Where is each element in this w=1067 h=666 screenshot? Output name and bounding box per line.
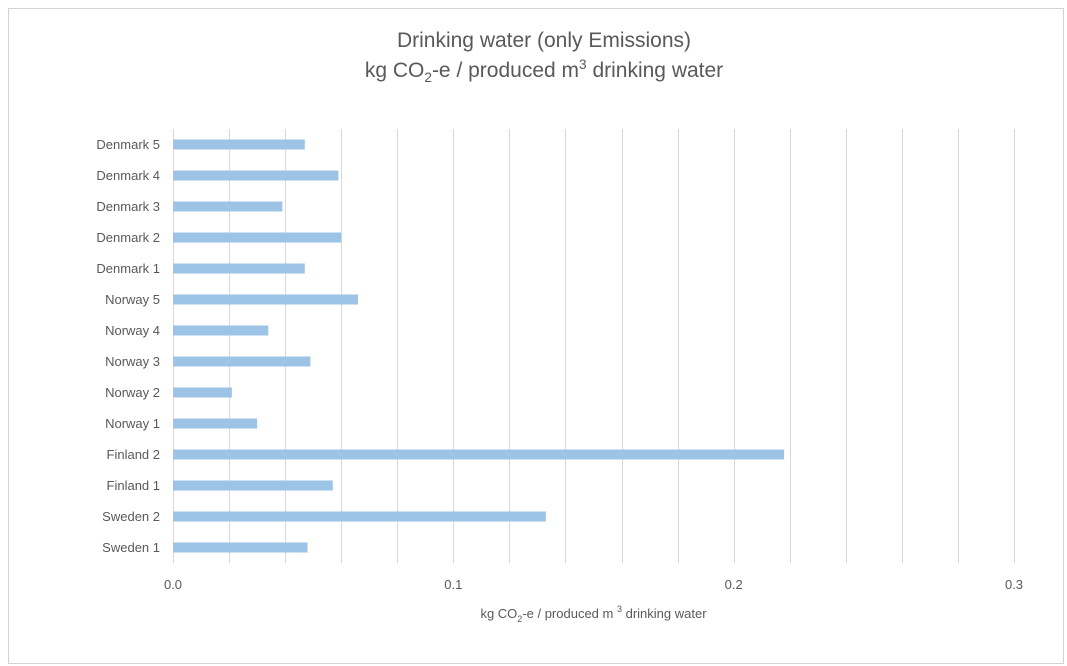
chart-title: Drinking water (only Emissions) kg CO2-e… [0, 26, 1067, 86]
category-label: Norway 2 [105, 385, 160, 400]
category-label: Finland 1 [107, 478, 160, 493]
bar [173, 232, 342, 243]
bar [173, 511, 546, 522]
category-label: Denmark 5 [96, 137, 160, 152]
x-tick-label: 0.1 [444, 577, 462, 592]
bar [173, 542, 308, 553]
category-label: Denmark 3 [96, 199, 160, 214]
category-label: Denmark 1 [96, 261, 160, 276]
category-label: Denmark 4 [96, 168, 160, 183]
bar [173, 201, 283, 212]
x-tick-label: 0.3 [1005, 577, 1023, 592]
bar [173, 170, 339, 181]
bar [173, 294, 359, 305]
chart-title-line2: kg CO2-e / produced m3 drinking water [364, 57, 724, 86]
bar [173, 480, 333, 491]
chart-title-line1: Drinking water (only Emissions) [396, 29, 692, 52]
bar [173, 356, 311, 367]
category-label: Norway 4 [105, 323, 160, 338]
x-axis-title: kg CO2-e / produced m 3 drinking water [480, 604, 707, 624]
bar [173, 325, 269, 336]
category-label: Norway 5 [105, 292, 160, 307]
chart-frame [8, 8, 1064, 664]
category-label: Norway 1 [105, 416, 160, 431]
bar [173, 387, 232, 398]
category-label: Finland 2 [107, 447, 160, 462]
bar [173, 139, 305, 150]
category-label: Norway 3 [105, 354, 160, 369]
bar [173, 263, 305, 274]
category-label: Sweden 2 [102, 509, 160, 524]
bar [173, 449, 785, 460]
bar [173, 418, 258, 429]
category-label: Sweden 1 [102, 540, 160, 555]
category-label: Denmark 2 [96, 230, 160, 245]
x-tick-label: 0.2 [725, 577, 743, 592]
x-tick-label: 0.0 [164, 577, 182, 592]
